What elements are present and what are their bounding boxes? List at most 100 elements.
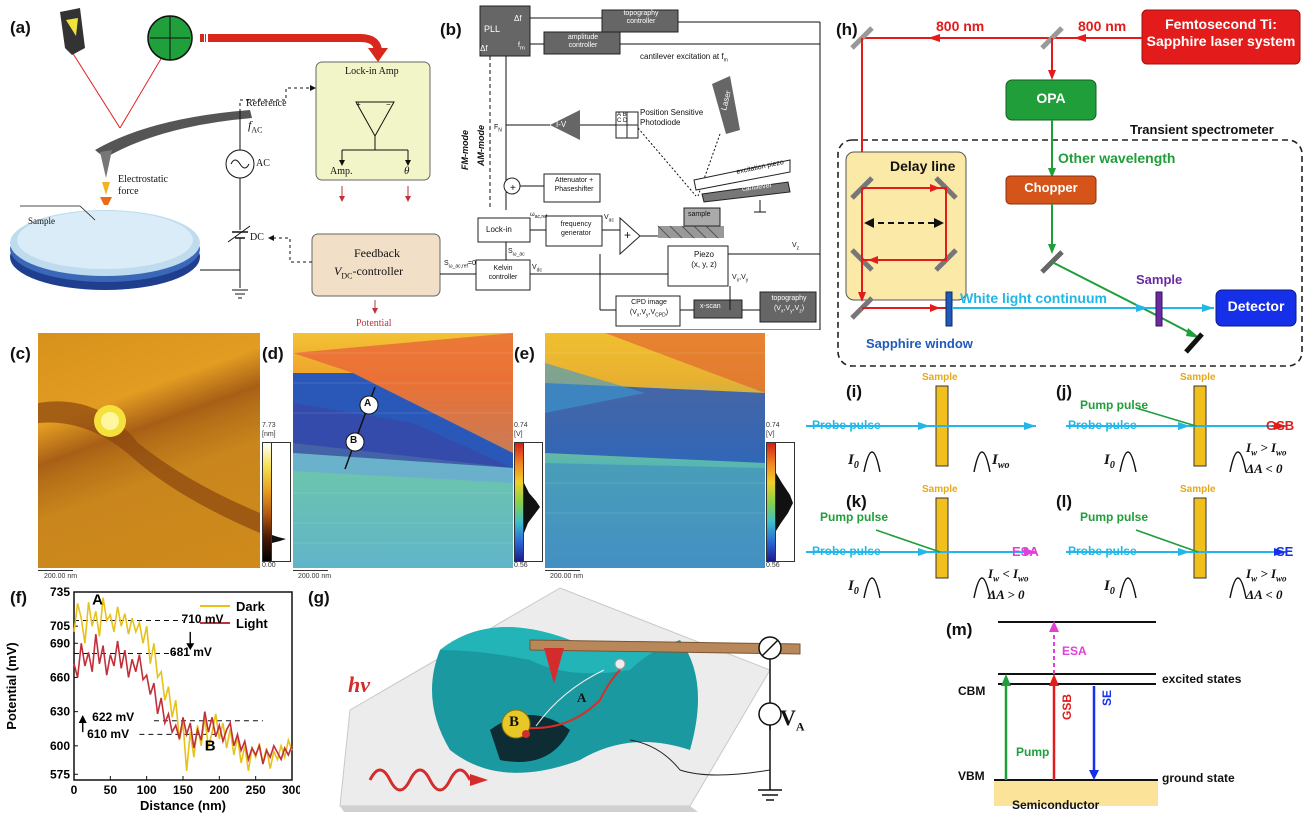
e-scalebar [545, 570, 580, 571]
h-laser-box: Femtosecond Ti: Sapphire laser system [1146, 16, 1296, 49]
b-df2: Δf [480, 44, 488, 53]
h-chopper: Chopper [1024, 180, 1078, 195]
d-kpfm-potential-image: A B [293, 333, 513, 568]
a-feedback-title: Feedback [354, 246, 400, 260]
f-yaxis-label: Potential (mV) [4, 642, 19, 729]
b-sample: sample [688, 211, 711, 218]
f-ytick-label: 600 [50, 739, 70, 753]
b-lockin: Lock-in [486, 225, 512, 234]
j-sample: Sample [1180, 372, 1216, 383]
f-xtick-label: 50 [104, 783, 118, 797]
b-vac: Vac [604, 214, 614, 224]
j-gsb: GSB [1266, 418, 1295, 433]
d-scale-label: 200.00 nm [298, 573, 332, 580]
d-scalebar [293, 570, 328, 571]
m-ground: ground state [1162, 771, 1235, 785]
a-fac-label: fAC [248, 118, 263, 135]
f-xaxis-label: Distance (nm) [140, 798, 226, 813]
f-ytick-label: 575 [50, 767, 70, 781]
b-fm-mode: FM-mode [460, 130, 470, 170]
f-annotation: 681 mV [170, 645, 212, 659]
f-xtick-label: 100 [137, 783, 157, 797]
j-probe: Probe pulse [1068, 418, 1137, 432]
c-cunit: [nm] [262, 431, 276, 438]
b-piezo: Piezo (x, y, z) [691, 250, 717, 269]
a-vdc-controller-label: VDC-controller [334, 264, 404, 281]
f-legend-label: Dark [236, 599, 266, 614]
i-i0: I0 [848, 452, 859, 471]
b-topo-ctrl: topography controller [623, 10, 659, 25]
f-xtick-label: 300 [282, 783, 300, 797]
m-se: SE [1100, 689, 1114, 706]
c-scalebar [38, 570, 73, 571]
a-lockin-title: Lock-in Amp [345, 66, 399, 77]
l-se: SE [1276, 544, 1294, 559]
a-sample-label: Sample [28, 216, 55, 226]
d-cmax: 0.74 [514, 422, 528, 429]
e-scale-label: 200.00 nm [550, 573, 584, 580]
b-xscan: x-scan [700, 303, 721, 310]
panel-a-diagram [10, 8, 441, 314]
b-s-wac: Sω_ac [508, 248, 525, 258]
g-va-label: VA [780, 705, 805, 734]
l-sample: Sample [1180, 484, 1216, 495]
g-b-label: B [509, 714, 520, 730]
f-annotation: A [92, 592, 103, 609]
l-i0: I0 [1104, 578, 1115, 597]
e-cmin: 0.56 [766, 562, 780, 569]
k-esa: ESA [1012, 544, 1039, 559]
b-pll: PLL [484, 24, 501, 34]
d-point-a: A [364, 398, 372, 409]
m-vbm: VBM [958, 769, 985, 783]
i-iwo: Iwo [992, 452, 1010, 471]
ijkl-pulse-diagrams [806, 385, 1286, 599]
d-cmin: 0.56 [514, 562, 528, 569]
j-pump: Pump pulse [1080, 398, 1149, 412]
l-condition: Iw > Iwo ΔA < 0 [1246, 566, 1287, 602]
b-iv: I-V [556, 120, 567, 129]
h-detector: Detector [1227, 298, 1285, 314]
panel-label-c: (c) [10, 344, 31, 363]
f-up-arrow-head [78, 715, 87, 724]
l-pump: Pump pulse [1080, 510, 1149, 524]
panel-label-k: (k) [846, 492, 867, 511]
m-esa: ESA [1062, 644, 1087, 658]
panel-label-j: (j) [1056, 382, 1073, 401]
panel-label-a: (a) [10, 18, 31, 37]
h-sample: Sample [1136, 272, 1183, 287]
b-fn: FN [494, 124, 502, 134]
a-ac-label: AC [256, 158, 270, 169]
f-ytick-label: 690 [50, 636, 70, 650]
b-kelvin: Kelvin controller [488, 265, 518, 281]
b-vz: Vz [792, 242, 800, 252]
a-plus-sign: + [356, 100, 361, 109]
b-mult-plus: + [510, 183, 516, 194]
panel-label-b: (b) [440, 20, 462, 39]
i-sample: Sample [922, 372, 958, 383]
f-xtick-label: 0 [71, 783, 78, 797]
d-cunit: [V] [514, 431, 523, 438]
panel-label-f: (f) [10, 588, 27, 607]
k-probe: Probe pulse [812, 544, 881, 558]
b-cant-exc: cantilever excitation at fm [640, 52, 728, 64]
f-xtick-label: 200 [209, 783, 229, 797]
f-xtick-label: 150 [173, 783, 193, 797]
b-omega: ωac,ref [530, 212, 548, 221]
m-pump: Pump [1016, 745, 1050, 759]
c-cmax: 7.73 [262, 422, 276, 429]
h-sapphire-window: Sapphire window [866, 336, 973, 351]
m-gsb: GSB [1060, 693, 1074, 720]
b-fm: fm [518, 42, 525, 52]
f-series-light [73, 634, 293, 765]
j-i0: I0 [1104, 452, 1115, 471]
a-potential-label: Potential [356, 318, 392, 329]
b-freq-gen: frequency generator [560, 221, 592, 237]
f-ytick-label: 660 [50, 670, 70, 684]
a-reference-label: Reference [246, 98, 287, 109]
f-xtick-label: 250 [246, 783, 266, 797]
f-annotation: 622 mV [92, 710, 134, 724]
h-800nm-left: 800 nm [936, 18, 985, 34]
b-psd: Position Sensitive Photodiode [640, 108, 704, 127]
panel-label-i: (i) [846, 382, 863, 401]
c-afm-topography-image [38, 333, 260, 568]
